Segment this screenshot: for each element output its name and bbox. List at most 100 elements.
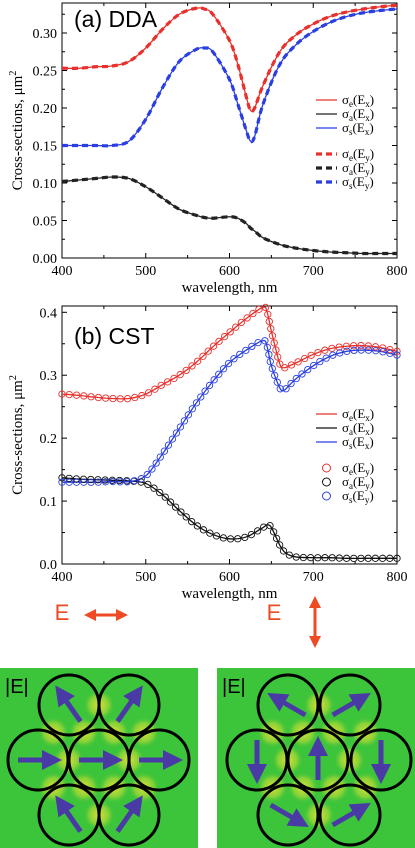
- data-point: [144, 480, 152, 489]
- data-point: [276, 360, 284, 368]
- data-point: [343, 347, 351, 355]
- data-point: [350, 342, 358, 350]
- data-point: [242, 346, 250, 354]
- data-point: [219, 365, 228, 373]
- field-label: E: [55, 600, 70, 625]
- data-point: [285, 551, 293, 559]
- field-map-horizontal: E |E|: [0, 600, 198, 848]
- data-point: [176, 423, 185, 431]
- data-point: [230, 355, 238, 363]
- data-point: [206, 529, 214, 537]
- data-point: [267, 325, 275, 333]
- dipole-arrow: [55, 685, 83, 723]
- legend-field: (E: [353, 174, 365, 189]
- panel-label: (a) DDA: [74, 6, 158, 32]
- y-axis-label-sup: 2: [8, 71, 19, 76]
- legend-field: (E: [353, 146, 365, 161]
- x-tick-label: 400: [52, 264, 73, 279]
- y-tick-label: 0.3: [40, 369, 58, 384]
- legend-field-sub: y: [365, 467, 370, 477]
- data-point: [261, 303, 270, 312]
- x-tick-label: 400: [52, 570, 73, 585]
- legend-field: (E: [353, 488, 365, 503]
- legend-paren: ): [370, 460, 374, 475]
- particle-circle: [97, 783, 161, 847]
- data-point: [393, 351, 401, 359]
- legend-sub: a: [349, 427, 353, 437]
- data-point: [177, 508, 185, 516]
- data-point: [266, 522, 274, 530]
- particle-circle: [256, 673, 320, 737]
- data-point: [248, 342, 256, 351]
- data-point: [187, 517, 196, 526]
- data-point: [253, 527, 262, 535]
- legend-field: (E: [353, 406, 365, 421]
- data-point: [393, 347, 401, 355]
- y-axis-label: Cross-sections, μm2: [8, 375, 26, 495]
- data-point: [379, 344, 387, 352]
- data-point: [109, 394, 117, 403]
- legend-entry: σa(Ex): [342, 420, 374, 437]
- y-axis-label-text: Cross-sections, μm: [10, 75, 26, 190]
- x-tick-label: 700: [303, 570, 324, 585]
- dipole-arrow: [269, 802, 309, 828]
- data-point: [144, 389, 153, 397]
- legend-sub: s: [349, 441, 353, 451]
- legend-sigma: σ: [342, 92, 349, 107]
- legend-field-sub: y: [365, 495, 370, 505]
- series-dashed-line: [61, 7, 398, 148]
- legend-field: (E: [353, 420, 365, 435]
- data-point: [372, 347, 380, 355]
- particle-circle: [97, 673, 161, 737]
- legend-paren: ): [370, 474, 374, 489]
- legend-sigma: σ: [342, 420, 349, 435]
- data-point: [271, 371, 279, 380]
- legend-field: (E: [353, 460, 365, 475]
- data-point: [234, 535, 242, 543]
- particle-circle: [256, 783, 320, 847]
- data-point: [58, 390, 66, 398]
- data-point: [357, 554, 365, 562]
- legend-sigma: σ: [342, 474, 349, 489]
- data-point: [163, 378, 172, 386]
- legend-paren: ): [370, 160, 374, 175]
- y-tick-label: 0.05: [33, 215, 58, 230]
- data-point: [292, 553, 300, 561]
- data-point: [263, 343, 271, 352]
- data-point: [87, 393, 95, 401]
- legend-field-sub: y: [365, 481, 370, 491]
- data-point: [287, 361, 296, 369]
- data-point: [357, 346, 365, 354]
- data-point: [268, 332, 277, 340]
- legend-sigma: σ: [342, 174, 349, 189]
- legend-entry: σs(Ex): [342, 434, 374, 451]
- legend-entry: σe(Ey): [342, 460, 374, 477]
- legend-paren: ): [369, 434, 373, 449]
- particle-circle: [286, 728, 350, 792]
- data-point: [116, 395, 124, 403]
- y-tick-label: 0.30: [33, 27, 58, 42]
- data-point: [316, 357, 324, 366]
- legend-field-sub: y: [365, 167, 370, 177]
- x-axis-label: wavelength, nm: [182, 586, 278, 602]
- data-point: [328, 554, 336, 562]
- data-point: [342, 342, 351, 350]
- data-point: [273, 378, 281, 386]
- dipole-arrow: [331, 802, 371, 828]
- data-point: [80, 392, 88, 400]
- data-point: [205, 381, 214, 390]
- data-point: [304, 365, 312, 374]
- data-point: [130, 477, 139, 485]
- data-point: [270, 339, 278, 347]
- data-point: [172, 429, 181, 437]
- legend-sub: s: [349, 127, 353, 137]
- particle: [318, 673, 382, 737]
- data-point: [265, 350, 273, 359]
- data-point: [307, 351, 315, 359]
- data-point: [72, 391, 81, 399]
- legend-field-sub: x: [365, 441, 370, 451]
- data-point: [201, 387, 209, 395]
- data-point: [184, 411, 192, 419]
- data-point: [58, 474, 66, 482]
